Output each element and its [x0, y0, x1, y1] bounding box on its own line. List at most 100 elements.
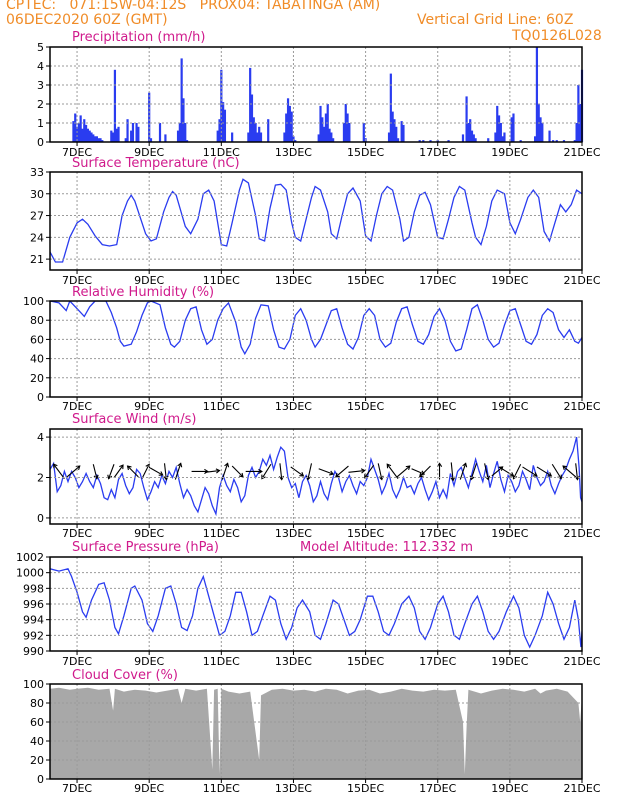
wind-arrow-shaft	[141, 464, 150, 479]
pressure-xtick-label: 19DEC	[491, 655, 528, 668]
pressure-xtick-label: 17DEC	[419, 655, 456, 668]
wind-arrow-head	[158, 471, 164, 476]
cloud-cover-panel: 0 20 40 60 80 100 7DEC 9DEC 11DEC 13DEC 15DEC 17DEC…	[23, 668, 601, 795]
precipitation-xtick-label: 17DEC	[419, 146, 456, 159]
precip-bar	[519, 140, 522, 142]
wind-ytick-label: 2	[37, 472, 44, 485]
cloud-cover-xtick-label: 13DEC	[275, 782, 312, 795]
header-line1: CPTEC: 071:15W-04:12S PROX04: TABATINGA …	[6, 0, 381, 13]
wind-arrow-shaft	[231, 465, 244, 478]
precipitation-title: Precipitation (mm/h)	[72, 30, 205, 45]
header-line2: 06DEC2020 60Z (GMT)	[6, 12, 168, 28]
precip-bar	[249, 67, 252, 142]
wind-arrow-head	[360, 468, 366, 474]
wind-arrow	[92, 464, 99, 480]
cloud-cover-area	[50, 687, 582, 779]
pressure-xtick-label: 15DEC	[347, 655, 384, 668]
wind-arrow	[126, 465, 139, 478]
temperature-grid	[50, 172, 582, 270]
wind-arrow	[536, 466, 553, 477]
cloud-cover-ytick-label: 80	[30, 697, 44, 710]
precip-bar	[396, 138, 400, 142]
wind-arrow-shaft	[411, 468, 425, 475]
pressure-ytick-label: 998	[23, 582, 44, 595]
precip-bar	[254, 123, 257, 142]
precipitation-grid	[50, 47, 582, 142]
cloud-cover-xtick-label: 21DEC	[563, 782, 600, 795]
precip-bar	[422, 140, 425, 142]
precip-bar	[510, 117, 513, 142]
precipitation-panel: 0 1 2 3 4 5 7DEC 9DEC 11DEC 13DEC 15DEC 17DEC 19DEC 2…	[37, 30, 601, 159]
wind-xtick-label: 11DEC	[203, 527, 240, 540]
wind-arrow	[562, 465, 577, 478]
model-altitude-label: Model Altitude: 112.332 m	[300, 540, 473, 555]
wind-arrow	[418, 465, 431, 478]
pressure-title: Surface Pressure (hPa)	[72, 540, 219, 555]
wind-arrow-shaft	[484, 463, 489, 480]
precipitation-ytick-label: 2	[37, 98, 44, 111]
wind-data	[50, 436, 582, 517]
wind-arrow-head	[405, 465, 411, 471]
wind-arrow-shaft	[498, 466, 514, 477]
wind-arrow-head	[462, 462, 468, 468]
precipitation-xtick-label: 21DEC	[563, 146, 600, 159]
temperature-ytick-label: 33	[30, 166, 44, 179]
humidity-xtick-label: 19DEC	[491, 400, 528, 413]
wind-arrow-shaft	[459, 463, 467, 480]
cloud-cover-xtick-label: 17DEC	[419, 782, 456, 795]
precip-bar	[101, 140, 104, 142]
precip-bar	[184, 123, 187, 142]
cloud-cover-xtick-label: 15DEC	[347, 782, 384, 795]
temperature-ytick-label: 30	[30, 188, 44, 201]
cloud-cover-ytick-label: 100	[23, 678, 44, 691]
precip-bar	[497, 115, 501, 142]
precip-bar	[391, 111, 394, 142]
precip-bar	[84, 124, 88, 142]
precip-bar	[223, 109, 227, 142]
wind-arrow	[221, 462, 230, 480]
wind-xtick-label: 9DEC	[134, 527, 164, 540]
temperature-data	[50, 178, 582, 263]
wind-arrow	[290, 466, 305, 477]
wind-arrow-shaft	[419, 465, 431, 478]
wind-grid	[50, 429, 582, 524]
precip-bar	[362, 123, 365, 142]
wind-arrow-head	[224, 462, 230, 468]
precip-bar	[79, 115, 82, 142]
wind-arrow-head	[335, 472, 340, 478]
cloud-cover-xtick-label: 7DEC	[62, 782, 92, 795]
wind-xtick-label: 15DEC	[347, 527, 384, 540]
precipitation-xtick-label: 19DEC	[491, 146, 528, 159]
precip-bar	[534, 136, 537, 142]
wind-arrow-shaft	[113, 464, 124, 479]
precip-bar	[247, 132, 250, 142]
precip-bar	[317, 134, 320, 142]
precip-bar	[579, 104, 582, 142]
precip-bar	[467, 123, 470, 142]
wind-arrow-head	[547, 472, 553, 477]
temperature-frame	[49, 171, 583, 271]
wind-arrow	[450, 462, 456, 482]
cloud-cover-data	[50, 687, 582, 779]
precip-bar	[99, 138, 102, 142]
precip-bar	[348, 123, 351, 142]
temperature-ytick-label: 24	[30, 231, 44, 244]
humidity-data	[50, 301, 582, 356]
precip-bar	[149, 138, 153, 142]
wind-arrow	[522, 466, 538, 477]
precipitation-xtick-label: 15DEC	[347, 146, 384, 159]
wind-arrow-head	[93, 474, 99, 480]
wind-arrow-head	[238, 472, 244, 478]
precipitation-plot-area	[50, 47, 582, 142]
wind-arrow	[459, 462, 468, 480]
cloud-cover-title: Cloud Cover (%)	[72, 668, 178, 683]
pressure-xtick-label: 13DEC	[275, 655, 312, 668]
pressure-ytick-label: 992	[23, 629, 44, 642]
precip-bar	[499, 123, 502, 142]
humidity-series-line	[50, 301, 582, 356]
precip-bar	[97, 138, 100, 142]
wind-arrow-head	[119, 464, 124, 470]
wind-arrow-head	[418, 472, 424, 478]
wind-xtick-label: 17DEC	[419, 527, 456, 540]
humidity-ytick-label: 60	[30, 333, 44, 346]
